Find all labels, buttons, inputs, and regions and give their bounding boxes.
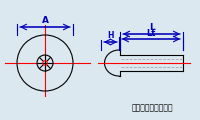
Text: A: A [42,16,48,25]
Text: Lt: Lt [146,29,156,37]
Text: H: H [107,31,114,41]
Text: ナベ頭ガス穴付ねじ: ナベ頭ガス穴付ねじ [131,103,173,113]
Text: L: L [149,24,154,33]
